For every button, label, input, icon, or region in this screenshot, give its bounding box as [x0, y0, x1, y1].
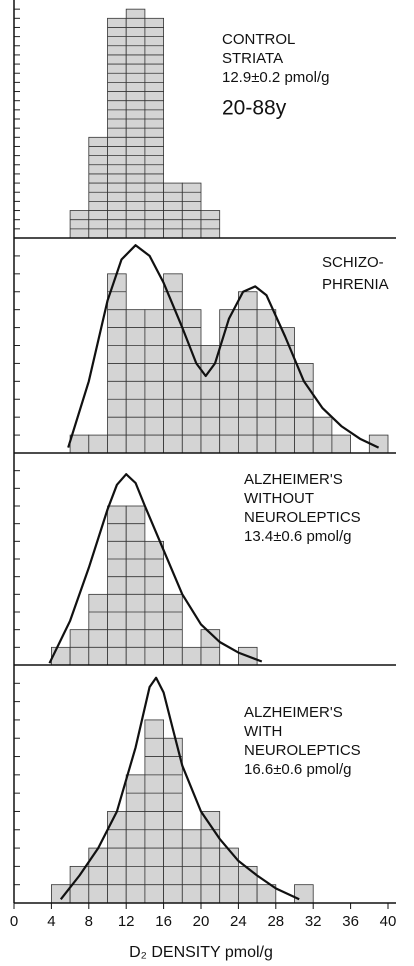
x-tick-label: 4 — [47, 913, 55, 930]
bar — [144, 540, 164, 666]
x-tick-label: 40 — [380, 913, 397, 930]
x-tick-label: 28 — [267, 913, 284, 930]
annotation: 16.6±0.6 pmol/g — [244, 761, 351, 778]
annotation: 20-88y — [222, 97, 287, 120]
annotation: ALZHEIMER'S — [244, 471, 343, 488]
annotation: 12.9±0.2 pmol/g — [222, 69, 329, 86]
bar — [51, 646, 71, 666]
bar — [51, 884, 71, 904]
bar — [275, 327, 295, 454]
annotation: SCHIZO- — [322, 254, 384, 271]
x-tick-label: 0 — [10, 913, 18, 930]
annotation: ALZHEIMER'S — [244, 704, 343, 721]
bar — [200, 210, 221, 239]
x-axis-label: D₂ DENSITY pmol/g — [129, 944, 273, 961]
annotation: CONTROL — [222, 31, 295, 48]
bar — [88, 434, 108, 454]
bar — [69, 434, 90, 454]
x-tick-label: 16 — [155, 913, 172, 930]
fit-curve — [48, 473, 263, 664]
fit-curve — [67, 244, 380, 449]
annotation: WITH — [244, 723, 282, 740]
x-tick-label: 24 — [230, 913, 247, 930]
bar — [237, 291, 258, 454]
bar — [294, 363, 314, 454]
x-tick-label: 36 — [342, 913, 359, 930]
x-tick-label: 8 — [85, 913, 93, 930]
annotation: PHRENIA — [322, 276, 389, 293]
x-tick-label: 32 — [305, 913, 322, 930]
bar — [125, 8, 146, 239]
annotation: STRIATA — [222, 50, 283, 67]
bar — [88, 136, 108, 239]
annotation: NEUROLEPTICS — [244, 742, 361, 759]
x-tick-label: 20 — [193, 913, 210, 930]
bar — [163, 737, 183, 904]
annotation: WITHOUT — [244, 490, 314, 507]
bar — [294, 884, 314, 904]
bar — [125, 774, 146, 904]
annotation: 13.4±0.6 pmol/g — [244, 528, 351, 545]
bar — [69, 210, 90, 239]
bar — [125, 505, 146, 666]
bar — [331, 434, 351, 454]
annotation: NEUROLEPTICS — [244, 509, 361, 526]
bar — [107, 505, 127, 666]
bar — [181, 646, 202, 666]
fit-curve — [59, 676, 300, 901]
x-tick-label: 12 — [118, 913, 135, 930]
